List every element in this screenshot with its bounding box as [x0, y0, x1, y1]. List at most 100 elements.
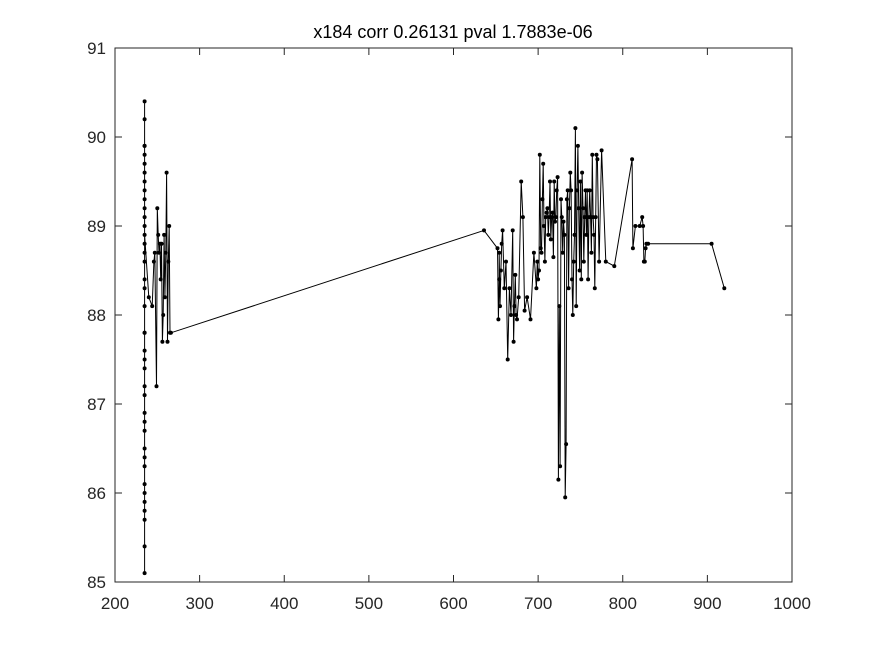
data-point [522, 308, 527, 313]
data-point [142, 215, 147, 220]
data-point [142, 419, 147, 424]
data-point [142, 277, 147, 282]
data-point [500, 228, 505, 233]
data-point [612, 264, 617, 269]
data-point [550, 210, 555, 215]
data-point [497, 250, 502, 255]
x-tick-label: 900 [693, 594, 721, 613]
data-point [541, 161, 546, 166]
data-point [564, 197, 569, 202]
data-point [630, 246, 635, 251]
data-point [569, 188, 574, 193]
data-point [142, 393, 147, 398]
data-point [515, 317, 519, 322]
data-point [581, 206, 585, 211]
data-point [142, 491, 147, 495]
x-tick-label: 800 [609, 594, 637, 613]
data-point [551, 255, 556, 260]
data-point [640, 215, 645, 220]
data-point [565, 188, 570, 193]
data-point [590, 152, 595, 157]
data-point [142, 161, 147, 166]
data-point [553, 219, 557, 224]
data-point [505, 357, 510, 362]
data-point [520, 215, 525, 220]
data-point [576, 206, 581, 211]
data-point [578, 179, 583, 184]
data-point [535, 259, 540, 264]
data-point [542, 224, 546, 228]
data-point [142, 517, 147, 522]
data-point [142, 410, 147, 415]
data-point [498, 304, 502, 309]
data-point [142, 143, 147, 148]
data-point [592, 286, 597, 291]
data-point [499, 241, 504, 246]
data-point [146, 295, 151, 300]
data-point [582, 215, 587, 220]
data-point [142, 330, 147, 335]
data-point [156, 232, 161, 237]
data-point [142, 304, 147, 309]
data-point [142, 232, 147, 237]
data-point [142, 99, 147, 104]
y-tick-label: 89 [87, 217, 106, 236]
data-point [142, 366, 147, 371]
data-point [637, 224, 642, 228]
data-point [577, 268, 582, 273]
data-point [514, 313, 519, 317]
data-point [646, 241, 651, 246]
data-point [516, 295, 521, 300]
data-point [567, 206, 572, 211]
data-point [167, 224, 172, 228]
data-point [544, 210, 549, 215]
data-point [142, 571, 147, 576]
data-point [504, 259, 508, 264]
data-point [536, 277, 541, 282]
x-tick-label: 300 [185, 594, 213, 613]
data-point [548, 237, 553, 242]
data-point [142, 508, 147, 513]
data-point [142, 259, 147, 264]
data-point [513, 272, 518, 277]
chart-title: x184 corr 0.26131 pval 1.7883e-06 [313, 22, 592, 42]
data-point [142, 464, 147, 469]
data-point [562, 232, 567, 237]
data-point [150, 304, 155, 309]
data-point [142, 286, 147, 291]
data-point [575, 143, 580, 148]
data-point [142, 357, 147, 362]
data-point [555, 175, 560, 180]
data-point [166, 259, 171, 264]
data-point [511, 339, 516, 344]
data-point [537, 152, 542, 157]
data-point [642, 259, 647, 264]
data-point [553, 215, 558, 220]
data-point [584, 232, 589, 237]
data-point [142, 499, 147, 504]
data-point [507, 286, 512, 291]
data-point [592, 232, 596, 237]
data-point [154, 384, 159, 389]
y-tick-label: 90 [87, 128, 106, 147]
data-point [579, 277, 584, 282]
data-point [142, 482, 147, 487]
data-point [594, 152, 599, 157]
data-point [570, 313, 575, 317]
data-point [142, 544, 147, 549]
data-point [549, 215, 554, 220]
data-point [587, 188, 592, 193]
data-point [630, 157, 635, 162]
data-point [557, 304, 562, 309]
y-tick-label: 88 [87, 306, 106, 325]
data-point [142, 188, 147, 193]
data-point [160, 339, 165, 344]
data-point [162, 295, 167, 300]
data-point [495, 246, 500, 251]
data-point [509, 313, 513, 317]
data-point [575, 188, 580, 193]
data-point [570, 277, 574, 282]
x-tick-label: 200 [101, 594, 129, 613]
data-point [539, 250, 544, 255]
data-point [163, 250, 168, 255]
